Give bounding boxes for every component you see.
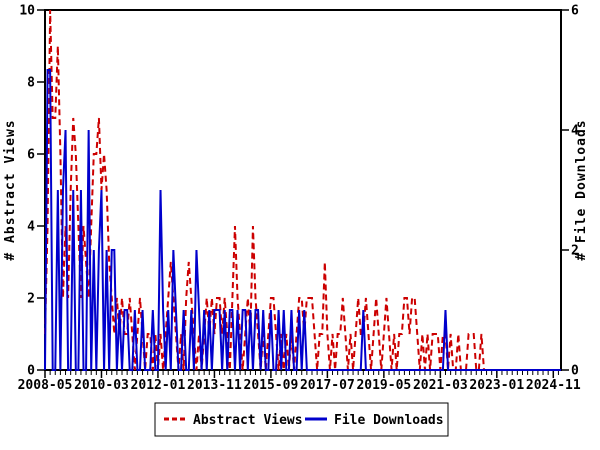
- x-tick-label: 2012-01: [131, 378, 186, 393]
- x-tick-label: 2019-05: [356, 378, 411, 393]
- x-tick-label: 2008-05: [18, 378, 73, 393]
- y-left-tick-label: 2: [27, 292, 35, 307]
- y-right-axis-title: # File Downloads: [574, 119, 589, 260]
- y-right-tick-label: 4: [571, 124, 579, 139]
- x-tick-label: 2013-11: [187, 378, 242, 393]
- y-left-axis-title: # Abstract Views: [3, 119, 18, 260]
- x-tick-label: 2015-09: [244, 378, 299, 393]
- legend-label-abstract-views: Abstract Views: [193, 413, 303, 428]
- legend: Abstract Views File Downloads: [154, 402, 449, 437]
- series-abstract-views: [44, 9, 561, 371]
- x-tick-label: 2010-03: [74, 378, 129, 393]
- y-left-tick-label: 8: [27, 76, 35, 91]
- plot-area: 2008-05 2010-03 2012-01 2013-11 2015-09 2017-…: [18, 4, 581, 394]
- y-right-tick-label: 2: [571, 244, 579, 259]
- y-left-tick-label: 0: [27, 364, 35, 379]
- y-right-tick-label: 0: [571, 364, 579, 379]
- series-file-downloads: [44, 69, 561, 371]
- y-right-tick-label: 6: [571, 4, 579, 19]
- plot-frame: [44, 9, 562, 371]
- x-tick-label: 2021-03: [413, 378, 468, 393]
- x-tick-label: 2024-11: [526, 378, 581, 393]
- legend-box: [154, 402, 449, 437]
- y-left-tick-label: 4: [27, 220, 35, 235]
- x-tick-label: 2023-01: [469, 378, 524, 393]
- x-tick-label: 2017-07: [300, 378, 355, 393]
- y-left-tick-label: 10: [19, 4, 35, 19]
- y-left-tick-label: 6: [27, 148, 35, 163]
- legend-label-file-downloads: File Downloads: [334, 413, 444, 428]
